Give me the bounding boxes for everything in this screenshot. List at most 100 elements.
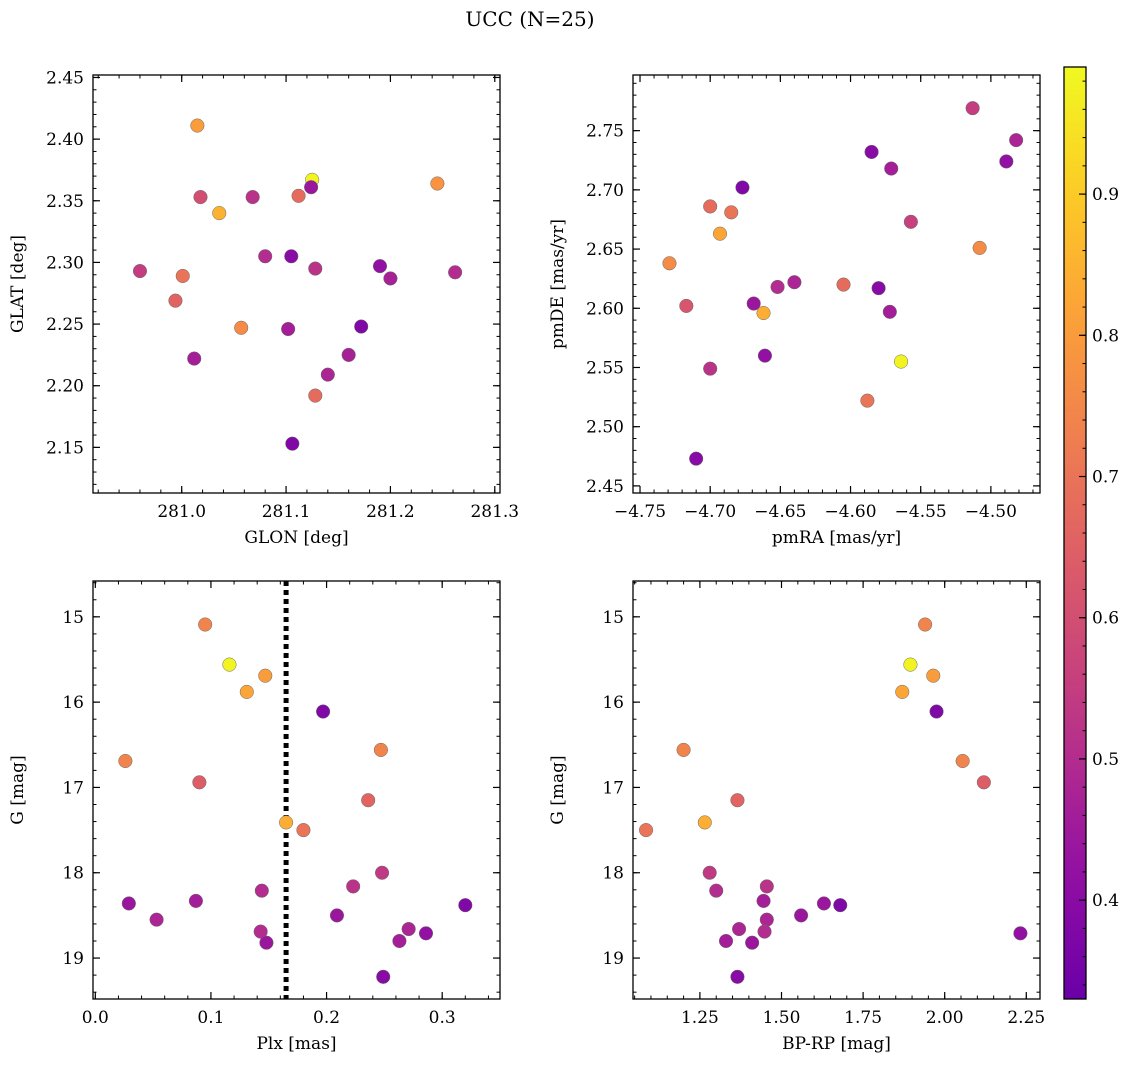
data-point — [999, 154, 1014, 169]
data-point — [375, 865, 390, 880]
data-point — [709, 883, 724, 898]
data-point — [735, 180, 750, 195]
colorbar: 0.4 0.5 0.6 0.7 0.8 0.9 — [1063, 66, 1119, 1000]
data-point — [884, 161, 899, 176]
x-tick-label: 1.25 — [681, 1008, 719, 1028]
data-point — [816, 896, 831, 911]
colorbar-tick-label: 0.8 — [1092, 326, 1119, 346]
data-point — [918, 617, 933, 632]
y-tick-label: 2.15 — [46, 438, 84, 458]
data-point — [376, 969, 391, 984]
y-tick-label: 19 — [602, 949, 624, 969]
data-point — [976, 775, 991, 790]
data-point — [702, 865, 717, 880]
data-point — [245, 190, 260, 205]
data-points — [132, 118, 463, 451]
x-tick-label: −4.55 — [895, 502, 947, 522]
data-point — [239, 684, 254, 699]
y-tick-label: 18 — [62, 864, 84, 884]
y-tick-label: 2.25 — [46, 315, 84, 335]
x-tick-label: 281.3 — [470, 502, 519, 522]
data-point — [836, 277, 851, 292]
data-point — [903, 657, 918, 672]
ticks: 0.0 0.1 0.2 0.3 15 16 17 18 19 — [62, 581, 500, 1028]
x-tick-label: 2.00 — [926, 1008, 964, 1028]
data-point — [281, 321, 296, 337]
data-point — [346, 879, 361, 894]
data-point — [341, 347, 356, 362]
data-point — [254, 883, 269, 898]
data-point — [864, 144, 879, 160]
y-tick-label: 2.35 — [46, 192, 84, 212]
data-point — [770, 279, 785, 295]
data-point — [168, 293, 183, 308]
x-tick-label: 2.25 — [1007, 1008, 1045, 1028]
x-tick-label: 0.2 — [313, 1008, 340, 1028]
data-point — [871, 281, 886, 296]
data-point — [192, 775, 207, 790]
data-point — [132, 264, 148, 279]
data-point — [308, 261, 323, 276]
data-point — [895, 684, 910, 699]
y-tick-label: 18 — [602, 864, 624, 884]
x-axis-label: pmRA [mas/yr] — [772, 528, 901, 548]
data-point — [284, 249, 299, 264]
position-panel: 281.0 281.1 281.2 281.3 2.15 2.20 2.25 2.30 2.35… — [8, 68, 519, 548]
data-point — [1009, 133, 1024, 148]
data-point — [212, 206, 227, 221]
data-point — [354, 319, 369, 334]
data-point — [392, 933, 407, 949]
data-point — [448, 265, 463, 280]
data-point — [794, 908, 809, 923]
axes-frame — [632, 580, 1041, 1000]
data-point — [418, 926, 434, 941]
data-point — [965, 101, 980, 116]
data-point — [372, 259, 388, 274]
data-point — [258, 249, 273, 264]
x-tick-label: −4.75 — [614, 502, 666, 522]
y-tick-label: 2.65 — [586, 240, 624, 260]
y-tick-label: 2.55 — [586, 358, 624, 378]
data-point — [190, 118, 205, 133]
data-point — [712, 226, 728, 241]
data-point — [718, 933, 734, 949]
data-point — [258, 668, 273, 683]
data-point — [639, 823, 654, 838]
y-tick-label: 2.20 — [46, 377, 84, 397]
data-point — [759, 912, 774, 927]
data-points — [639, 617, 1028, 984]
x-tick-label: 281.1 — [262, 502, 311, 522]
data-point — [175, 268, 190, 284]
y-tick-label: 2.50 — [586, 418, 624, 438]
data-point — [383, 271, 398, 286]
colorbar-tick-label: 0.9 — [1092, 185, 1119, 205]
axes-frame — [92, 580, 501, 1000]
data-point — [121, 896, 136, 911]
data-point — [929, 704, 944, 719]
data-point — [401, 921, 416, 937]
colorbar-tick-label: 0.7 — [1092, 468, 1119, 488]
data-point — [253, 924, 268, 939]
data-point — [759, 879, 774, 894]
y-tick-label: 16 — [62, 693, 84, 713]
data-point — [703, 199, 718, 214]
x-tick-label: −4.50 — [965, 502, 1017, 522]
ticks: 281.0 281.1 281.2 281.3 2.15 2.20 2.25 2.30 2.35… — [46, 68, 519, 522]
axes-frame — [92, 74, 501, 494]
ticks: 1.25 1.50 1.75 2.00 2.25 15 16 17 18 19 — [602, 581, 1045, 1028]
data-point — [373, 742, 388, 757]
data-point — [730, 969, 745, 984]
data-point — [732, 921, 747, 937]
x-tick-label: 1.50 — [763, 1008, 801, 1028]
data-point — [259, 935, 274, 950]
x-tick-label: 1.75 — [844, 1008, 882, 1028]
data-point — [860, 393, 875, 408]
data-point — [234, 320, 249, 335]
data-point — [833, 898, 848, 913]
data-point — [679, 298, 694, 313]
y-tick-label: 17 — [602, 778, 624, 798]
y-tick-label: 17 — [62, 778, 84, 798]
colorbar-tick-label: 0.6 — [1092, 609, 1119, 629]
ticks: −4.75 −4.70 −4.65 −4.60 −4.55 −4.50 2.45 2.50 2.… — [586, 75, 1040, 522]
